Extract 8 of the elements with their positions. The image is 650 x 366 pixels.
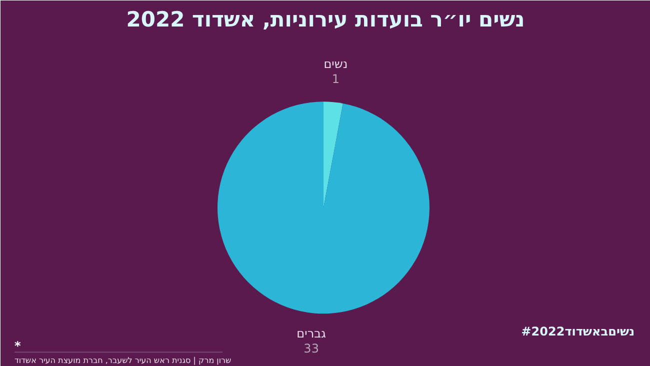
chart-title: נשים יו״ר בועדות עירוניות, אשדוד 2022 [126, 8, 525, 32]
slice-label: גברים [296, 326, 326, 340]
data-label: 1 [332, 72, 340, 86]
data-label: 33 [304, 341, 319, 356]
text: שרון מרק | סגנית ראש העיר לשעבר, חברת מועצת העיר אשדוד [14, 356, 232, 365]
slice-label: נשים [324, 56, 348, 71]
text: * [14, 339, 22, 354]
text: #נשיםבאשדוד2022 [521, 324, 635, 339]
